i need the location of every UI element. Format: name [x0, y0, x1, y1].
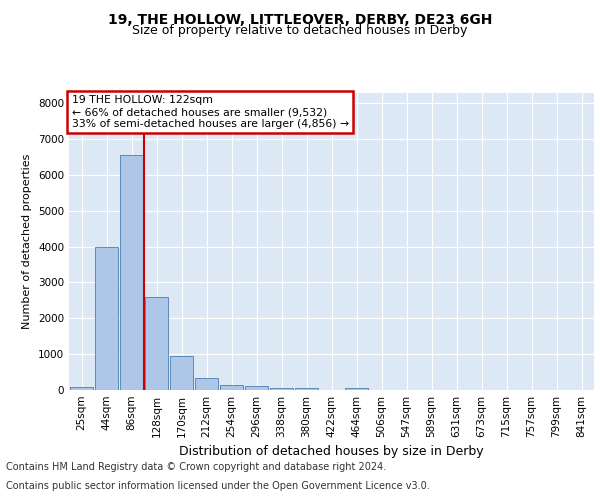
- Text: Size of property relative to detached houses in Derby: Size of property relative to detached ho…: [133, 24, 467, 37]
- Text: Contains public sector information licensed under the Open Government Licence v3: Contains public sector information licen…: [6, 481, 430, 491]
- Text: 19, THE HOLLOW, LITTLEOVER, DERBY, DE23 6GH: 19, THE HOLLOW, LITTLEOVER, DERBY, DE23 …: [108, 12, 492, 26]
- Bar: [295, 388, 318, 390]
- Bar: [195, 378, 218, 390]
- Bar: [145, 297, 168, 390]
- Bar: [345, 388, 368, 390]
- Bar: [70, 387, 93, 390]
- Text: 19 THE HOLLOW: 122sqm
← 66% of detached houses are smaller (9,532)
33% of semi-d: 19 THE HOLLOW: 122sqm ← 66% of detached …: [71, 96, 349, 128]
- Bar: [170, 356, 193, 390]
- Bar: [270, 388, 293, 390]
- Bar: [245, 386, 268, 390]
- X-axis label: Distribution of detached houses by size in Derby: Distribution of detached houses by size …: [179, 446, 484, 458]
- Y-axis label: Number of detached properties: Number of detached properties: [22, 154, 32, 329]
- Text: Contains HM Land Registry data © Crown copyright and database right 2024.: Contains HM Land Registry data © Crown c…: [6, 462, 386, 472]
- Bar: [220, 386, 243, 390]
- Bar: [95, 246, 118, 390]
- Bar: [120, 155, 143, 390]
